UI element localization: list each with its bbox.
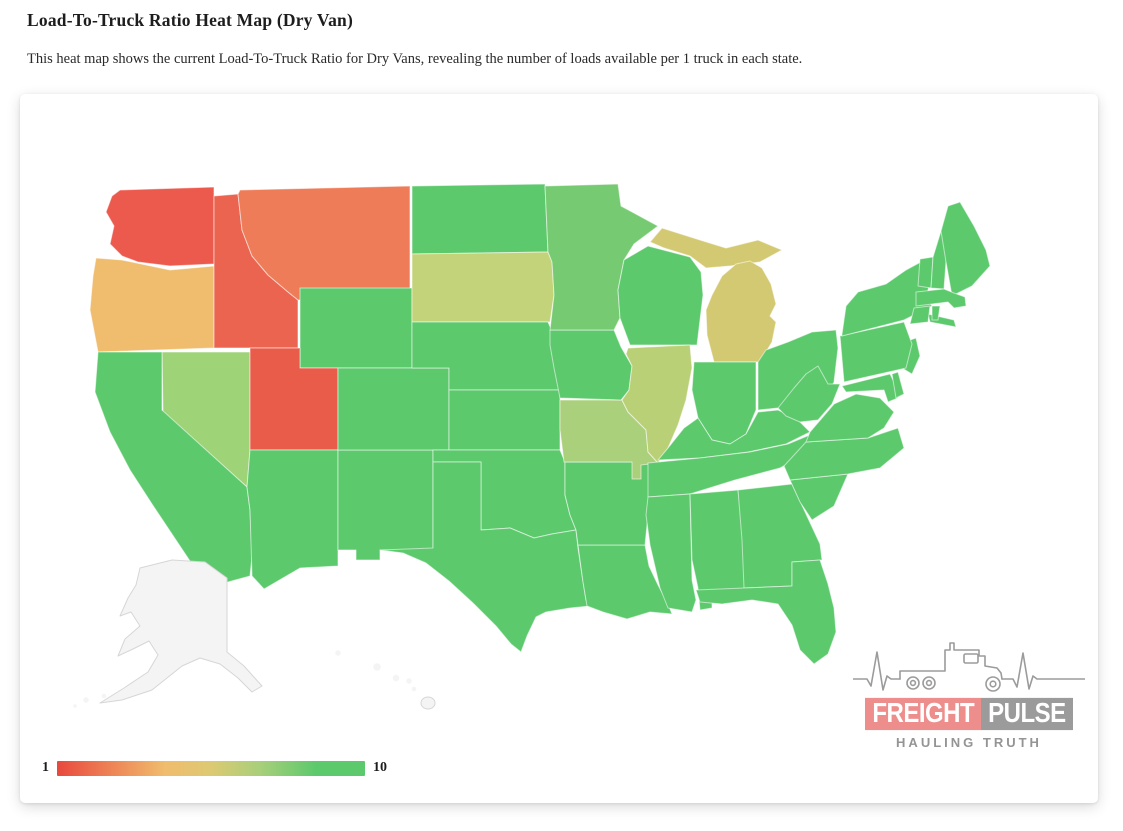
state-ak-island[interactable] <box>72 703 78 709</box>
state-wv[interactable] <box>777 365 841 423</box>
logo-word-pulse: PULSE <box>981 697 1073 731</box>
legend-min-label: 1 <box>42 760 49 775</box>
legend-gradient-bar <box>57 760 365 776</box>
state-tx[interactable] <box>379 461 591 653</box>
state-hi-big-island[interactable] <box>420 696 436 710</box>
state-ri[interactable] <box>931 305 941 321</box>
state-vt[interactable] <box>917 256 934 289</box>
legend-max-label: 10 <box>373 760 387 775</box>
state-pa[interactable] <box>839 321 913 383</box>
state-hi-island[interactable] <box>405 677 413 685</box>
state-de[interactable] <box>891 371 905 399</box>
state-ks[interactable] <box>448 389 561 451</box>
state-mt[interactable] <box>237 185 411 301</box>
color-scale-legend: 1 10 <box>42 760 387 776</box>
logo-word-freight: FREIGHT <box>865 697 982 731</box>
state-hi-island[interactable] <box>411 686 417 692</box>
state-fl[interactable] <box>695 559 837 665</box>
page-description: This heat map shows the current Load-To-… <box>27 51 803 67</box>
logo-tagline: HAULING TRUTH <box>896 735 1042 751</box>
state-il[interactable] <box>621 344 693 464</box>
state-hi-island[interactable] <box>392 674 400 682</box>
logo-wordmark: FREIGHT PULSE <box>853 697 1085 731</box>
state-nm[interactable] <box>337 449 434 561</box>
state-wi[interactable] <box>617 245 704 346</box>
state-hi-island[interactable] <box>372 662 382 672</box>
state-me[interactable] <box>940 201 991 297</box>
state-hi-island[interactable] <box>334 649 342 657</box>
state-ak-island[interactable] <box>101 693 107 699</box>
state-ma[interactable] <box>915 288 967 309</box>
state-va[interactable] <box>805 393 895 443</box>
state-ct[interactable] <box>909 305 931 325</box>
state-or[interactable] <box>89 257 215 353</box>
truck-pulse-icon <box>853 642 1085 692</box>
state-la[interactable] <box>577 544 673 620</box>
state-az[interactable] <box>246 449 339 590</box>
state-wa[interactable] <box>105 186 215 267</box>
state-co[interactable] <box>337 367 450 451</box>
freight-pulse-logo: FREIGHT PULSE HAULING TRUTH <box>853 640 1085 750</box>
state-mi-lower[interactable] <box>705 260 777 363</box>
state-nd[interactable] <box>411 183 549 255</box>
state-ia[interactable] <box>549 329 633 401</box>
state-md[interactable] <box>841 373 899 403</box>
state-ak[interactable] <box>99 559 263 704</box>
state-wy[interactable] <box>299 287 413 369</box>
state-sd[interactable] <box>411 251 555 323</box>
state-mi-upper[interactable] <box>649 227 783 269</box>
state-nc[interactable] <box>783 427 905 481</box>
heat-map-card: 1 10 FREIGHT PULSE HAULING TRUTH <box>20 94 1098 803</box>
page-title: Load-To-Truck Ratio Heat Map (Dry Van) <box>27 10 354 30</box>
state-ak-island[interactable] <box>82 696 90 704</box>
us-choropleth-map <box>72 183 991 710</box>
